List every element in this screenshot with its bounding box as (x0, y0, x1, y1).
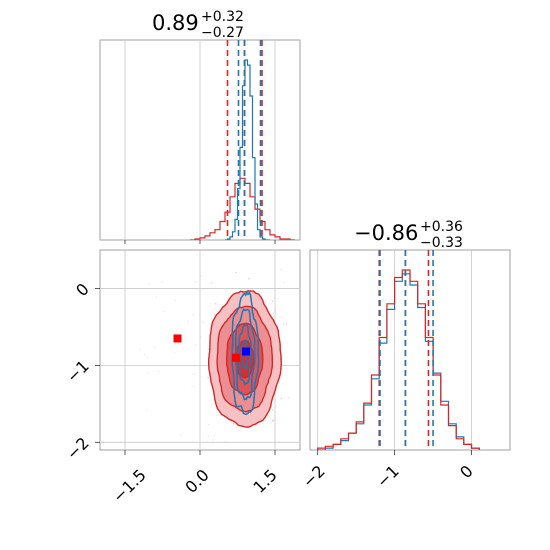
br-title-upper: +0.36 (420, 219, 463, 235)
joint-ytick-label-3: −2 (63, 433, 93, 463)
scatter-point (145, 409, 148, 411)
scatter-point (247, 277, 250, 280)
scatter-point (287, 397, 290, 399)
br-title-value: −0.86 (354, 221, 418, 245)
tick-layer (95, 240, 472, 455)
scatter-point (143, 354, 146, 356)
scatter-point (214, 308, 216, 310)
scatter-point (192, 314, 194, 316)
scatter-point (191, 385, 193, 388)
scatter-point (285, 368, 288, 371)
marker-3 (242, 347, 250, 356)
scatter-point (285, 324, 288, 326)
marker-1 (173, 334, 182, 343)
scatter-point (283, 281, 285, 284)
br-xtick-label-2: −1 (373, 461, 403, 491)
top-title-lower: −0.27 (201, 25, 244, 41)
scatter-point (200, 275, 202, 277)
scatter-point (139, 349, 141, 351)
grid-layer (100, 40, 472, 450)
br-hist-red (317, 269, 480, 450)
scatter-point (213, 313, 216, 316)
joint-xtick-label-1: −1.5 (109, 465, 150, 506)
scatter-point (147, 372, 150, 374)
scatter-point (214, 303, 217, 305)
scatter-point (195, 344, 197, 346)
scatter-point (244, 288, 246, 291)
scatter-point (306, 348, 308, 350)
bottom-right-histogram-layer (317, 250, 480, 450)
scatter-point (235, 271, 237, 274)
scatter-point (213, 434, 215, 437)
scatter-point (155, 296, 158, 298)
scatter-point (187, 320, 189, 323)
joint-xtick-label-2: 0.0 (181, 465, 212, 496)
scatter-point (186, 348, 189, 350)
scatter-point (280, 397, 283, 400)
scatter-point (250, 288, 253, 291)
br-hist-blue (317, 273, 480, 450)
joint-contour-layer (139, 269, 308, 450)
scatter-point (174, 299, 177, 302)
scatter-point (280, 269, 283, 271)
top-hist-blue (225, 59, 270, 240)
scatter-point (210, 282, 213, 284)
scatter-point (267, 414, 270, 417)
joint-ytick-label-1: 0 (72, 279, 93, 300)
joint-xtick-label-3: 1.5 (249, 465, 280, 496)
scatter-point (199, 336, 202, 338)
top-histogram-layer (190, 40, 295, 240)
br-xtick-label-1: −2 (299, 461, 329, 491)
top-panel-title: 0.89 +0.32 −0.27 (152, 9, 244, 41)
scatter-point (207, 348, 210, 351)
scatter-point (207, 376, 209, 379)
scatter-point (274, 310, 277, 312)
scatter-point (271, 420, 274, 423)
scatter-point (202, 321, 204, 324)
top-title-value: 0.89 (152, 11, 199, 35)
top-title-upper: +0.32 (201, 9, 244, 25)
scatter-point (192, 373, 194, 375)
scatter-point (272, 312, 275, 314)
br-title-lower: −0.33 (420, 235, 463, 251)
scatter-point (160, 281, 163, 283)
scatter-point (162, 310, 165, 313)
br-xtick-label-3: 0 (456, 461, 477, 482)
scatter-point (232, 422, 235, 425)
scatter-point (208, 423, 210, 426)
scatter-point (179, 434, 182, 436)
scatter-point (154, 346, 156, 349)
bottom-right-panel-title: −0.86 +0.36 −0.33 (354, 219, 463, 251)
scatter-point (238, 429, 241, 432)
scatter-point (272, 419, 274, 421)
scatter-point (223, 441, 226, 443)
marker-2 (232, 353, 240, 362)
scatter-point (271, 300, 274, 303)
scatter-point (146, 357, 149, 359)
scatter-point (200, 449, 202, 450)
scatter-point (283, 323, 285, 325)
scatter-point (271, 408, 274, 411)
top-hist-red (190, 177, 295, 240)
panel-bottom-right-frame (309, 249, 511, 451)
scatter-point (148, 282, 150, 285)
scatter-point (280, 316, 283, 318)
scatter-point (174, 352, 176, 354)
scatter-point (207, 435, 210, 437)
scatter-point (157, 370, 160, 373)
joint-ytick-label-2: −1 (63, 356, 93, 386)
scatter-point (212, 439, 215, 441)
scatter-point (195, 281, 197, 283)
